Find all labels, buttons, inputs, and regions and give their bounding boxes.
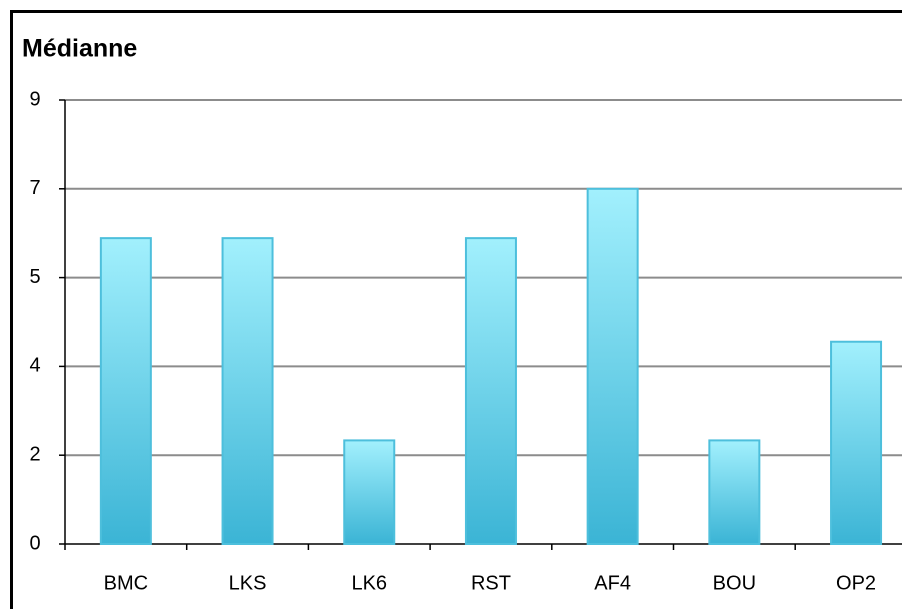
chart-title: Médianne xyxy=(22,35,137,63)
bar xyxy=(343,439,396,545)
x-tick-label: LKS xyxy=(229,572,267,594)
y-tick-label: 2 xyxy=(29,443,40,465)
x-tick-label: BOU xyxy=(713,572,756,594)
y-tick-label: 7 xyxy=(29,177,40,199)
bar xyxy=(99,237,152,545)
x-tick-label: OP2 xyxy=(836,572,876,594)
y-tick-label: 5 xyxy=(29,266,40,288)
y-tick-label: 4 xyxy=(29,355,40,377)
frame xyxy=(10,10,902,609)
x-tick-label: AF4 xyxy=(594,572,631,594)
y-tick-label: 9 xyxy=(29,88,40,110)
x-tick-label: RST xyxy=(471,572,511,594)
bar xyxy=(708,439,761,545)
bar xyxy=(464,237,517,545)
bar xyxy=(586,187,639,546)
x-tick-label: BMC xyxy=(104,572,148,594)
y-tick-label: 0 xyxy=(29,532,40,554)
x-tick-label: LK6 xyxy=(351,572,387,594)
bar xyxy=(221,237,274,545)
bar xyxy=(830,340,883,545)
